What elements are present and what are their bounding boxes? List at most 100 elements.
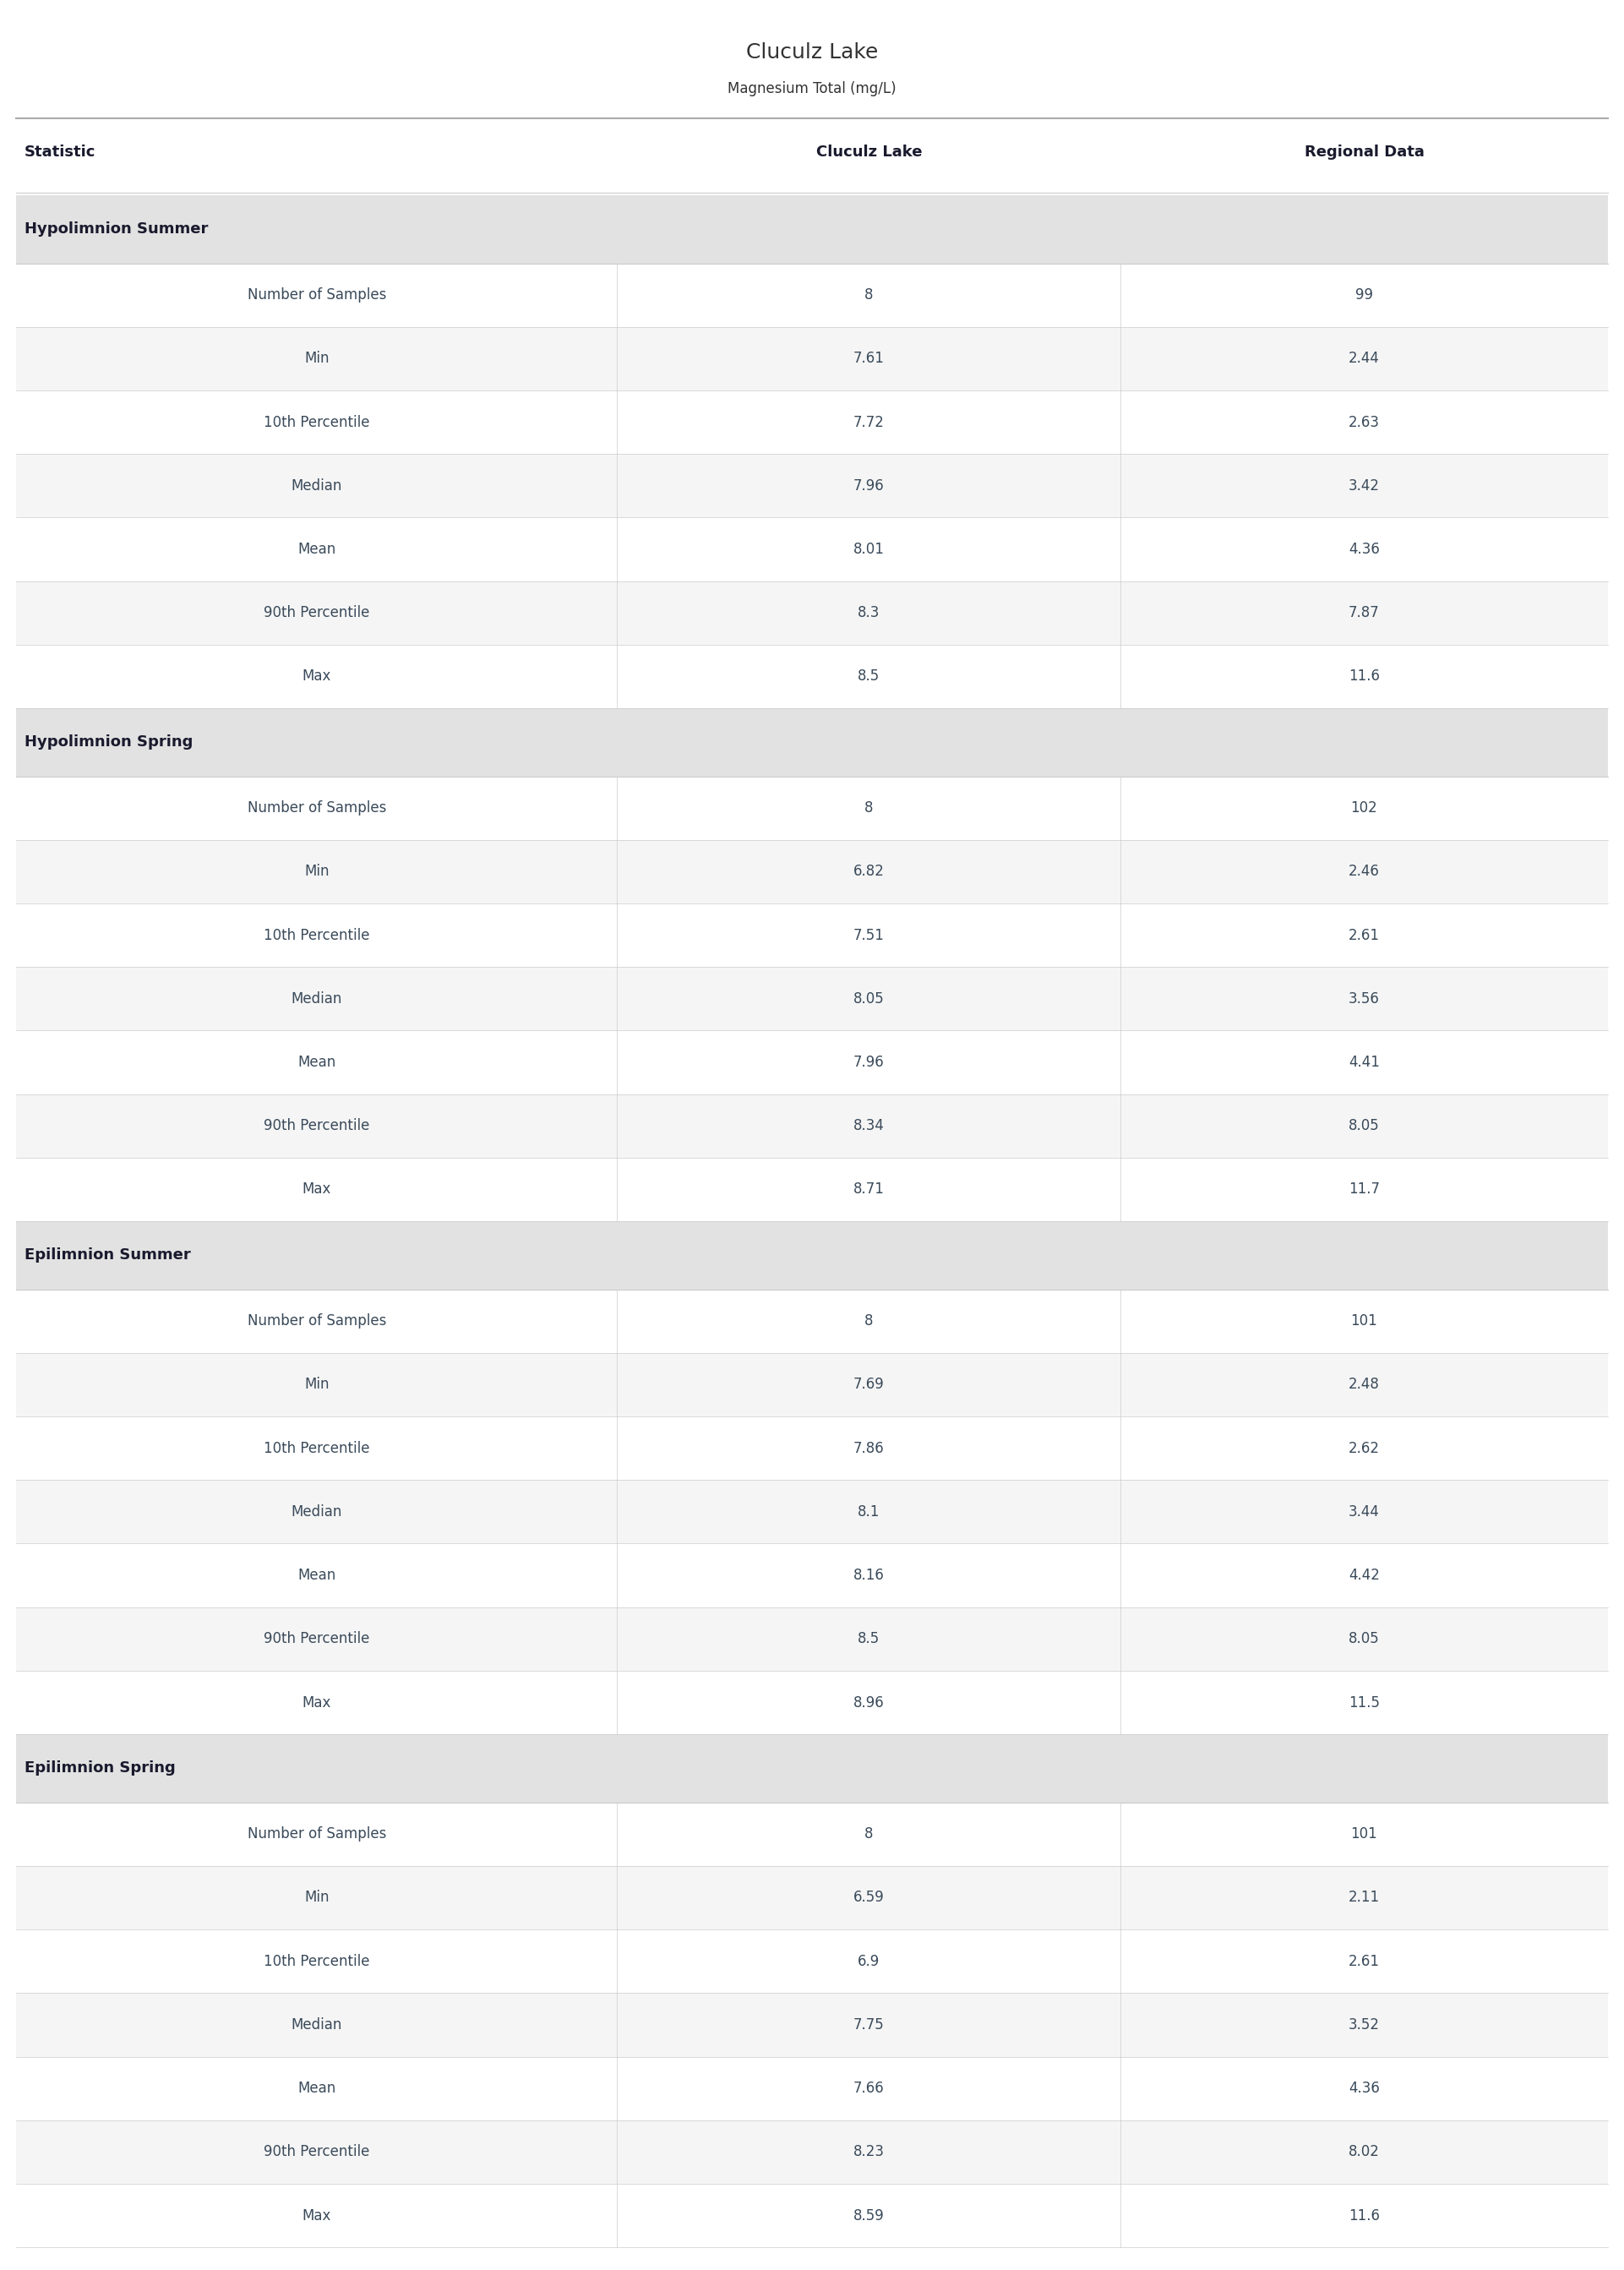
Bar	[16, 2057, 1608, 2120]
Bar	[16, 1607, 1608, 1671]
Text: 4.42: 4.42	[1348, 1569, 1380, 1582]
Text: 11.6: 11.6	[1348, 2209, 1380, 2222]
Text: 7.86: 7.86	[853, 1441, 885, 1455]
Text: Number of Samples: Number of Samples	[247, 1827, 387, 1841]
Text: 8.3: 8.3	[857, 606, 880, 620]
Text: 7.51: 7.51	[853, 928, 885, 942]
Text: 8: 8	[864, 1827, 874, 1841]
Bar	[16, 1289, 1608, 1353]
Text: 90th Percentile: 90th Percentile	[263, 1119, 370, 1133]
Bar	[16, 1544, 1608, 1607]
Text: 2.11: 2.11	[1348, 1891, 1380, 1905]
Text: 7.72: 7.72	[853, 415, 885, 429]
Text: Median: Median	[291, 2018, 343, 2032]
Text: 8.5: 8.5	[857, 1632, 880, 1646]
Text: 90th Percentile: 90th Percentile	[263, 606, 370, 620]
Text: 2.61: 2.61	[1348, 928, 1380, 942]
Text: 7.87: 7.87	[1348, 606, 1380, 620]
Text: 99: 99	[1356, 288, 1372, 302]
Text: Max: Max	[302, 1183, 331, 1196]
Text: 2.46: 2.46	[1348, 865, 1380, 878]
Text: 90th Percentile: 90th Percentile	[263, 2145, 370, 2159]
Text: 101: 101	[1351, 1314, 1377, 1328]
Text: Max: Max	[302, 2209, 331, 2222]
Text: 7.66: 7.66	[853, 2082, 885, 2095]
Text: 90th Percentile: 90th Percentile	[263, 1632, 370, 1646]
Text: 8: 8	[864, 801, 874, 815]
Text: 7.69: 7.69	[853, 1378, 885, 1392]
Text: 8.23: 8.23	[853, 2145, 885, 2159]
Text: Min: Min	[304, 1891, 330, 1905]
Text: Cluculz Lake: Cluculz Lake	[745, 43, 879, 61]
Text: 4.41: 4.41	[1348, 1056, 1380, 1069]
Text: 3.44: 3.44	[1348, 1505, 1380, 1519]
Text: Hypolimnion Spring: Hypolimnion Spring	[24, 735, 193, 749]
Text: Min: Min	[304, 865, 330, 878]
Text: 8.16: 8.16	[853, 1569, 885, 1582]
Text: 6.9: 6.9	[857, 1954, 880, 1968]
Text: 8.05: 8.05	[853, 992, 885, 1006]
Text: Max: Max	[302, 670, 331, 683]
Bar	[16, 1158, 1608, 1221]
Text: Number of Samples: Number of Samples	[247, 801, 387, 815]
Text: 6.82: 6.82	[853, 865, 885, 878]
Bar	[16, 1221, 1608, 1289]
Bar	[16, 840, 1608, 903]
Text: Number of Samples: Number of Samples	[247, 1314, 387, 1328]
Text: Mean: Mean	[297, 1056, 336, 1069]
Text: 11.7: 11.7	[1348, 1183, 1380, 1196]
Bar	[16, 518, 1608, 581]
Text: 7.96: 7.96	[853, 479, 885, 493]
Text: 11.6: 11.6	[1348, 670, 1380, 683]
Bar	[16, 1993, 1608, 2057]
Text: 11.5: 11.5	[1348, 1696, 1380, 1709]
Text: 2.61: 2.61	[1348, 1954, 1380, 1968]
Text: 7.61: 7.61	[853, 352, 885, 365]
Text: Epilimnion Summer: Epilimnion Summer	[24, 1249, 190, 1262]
Bar	[16, 263, 1608, 327]
Text: 10th Percentile: 10th Percentile	[263, 1441, 370, 1455]
Text: Min: Min	[304, 1378, 330, 1392]
Text: 102: 102	[1351, 801, 1377, 815]
Bar	[16, 1031, 1608, 1094]
Text: 3.56: 3.56	[1348, 992, 1380, 1006]
Text: 8: 8	[864, 288, 874, 302]
Bar	[16, 2184, 1608, 2247]
Bar	[16, 1480, 1608, 1544]
Text: Min: Min	[304, 352, 330, 365]
Bar	[16, 967, 1608, 1031]
Text: Number of Samples: Number of Samples	[247, 288, 387, 302]
Bar	[16, 645, 1608, 708]
Text: 2.63: 2.63	[1348, 415, 1380, 429]
Bar	[16, 1930, 1608, 1993]
Bar	[16, 327, 1608, 390]
Text: 8: 8	[864, 1314, 874, 1328]
Bar	[16, 454, 1608, 518]
Bar	[16, 1671, 1608, 1734]
Text: Regional Data: Regional Data	[1304, 145, 1424, 159]
Text: Cluculz Lake: Cluculz Lake	[815, 145, 922, 159]
Text: 101: 101	[1351, 1827, 1377, 1841]
Text: 6.59: 6.59	[853, 1891, 885, 1905]
Text: Mean: Mean	[297, 1569, 336, 1582]
Bar	[16, 1734, 1608, 1802]
Bar	[16, 1866, 1608, 1930]
Text: 2.44: 2.44	[1348, 352, 1380, 365]
Bar	[16, 2120, 1608, 2184]
Text: 2.62: 2.62	[1348, 1441, 1380, 1455]
Text: 7.75: 7.75	[853, 2018, 885, 2032]
Text: 10th Percentile: 10th Percentile	[263, 928, 370, 942]
Bar	[16, 1416, 1608, 1480]
Text: 10th Percentile: 10th Percentile	[263, 415, 370, 429]
Text: 8.96: 8.96	[853, 1696, 885, 1709]
Text: 8.71: 8.71	[853, 1183, 885, 1196]
Text: 8.05: 8.05	[1348, 1632, 1380, 1646]
Text: 8.1: 8.1	[857, 1505, 880, 1519]
Bar	[16, 776, 1608, 840]
Text: 8.5: 8.5	[857, 670, 880, 683]
Text: Median: Median	[291, 1505, 343, 1519]
Text: 10th Percentile: 10th Percentile	[263, 1954, 370, 1968]
Bar	[16, 903, 1608, 967]
Text: Epilimnion Spring: Epilimnion Spring	[24, 1762, 175, 1775]
Text: Magnesium Total (mg/L): Magnesium Total (mg/L)	[728, 82, 896, 95]
